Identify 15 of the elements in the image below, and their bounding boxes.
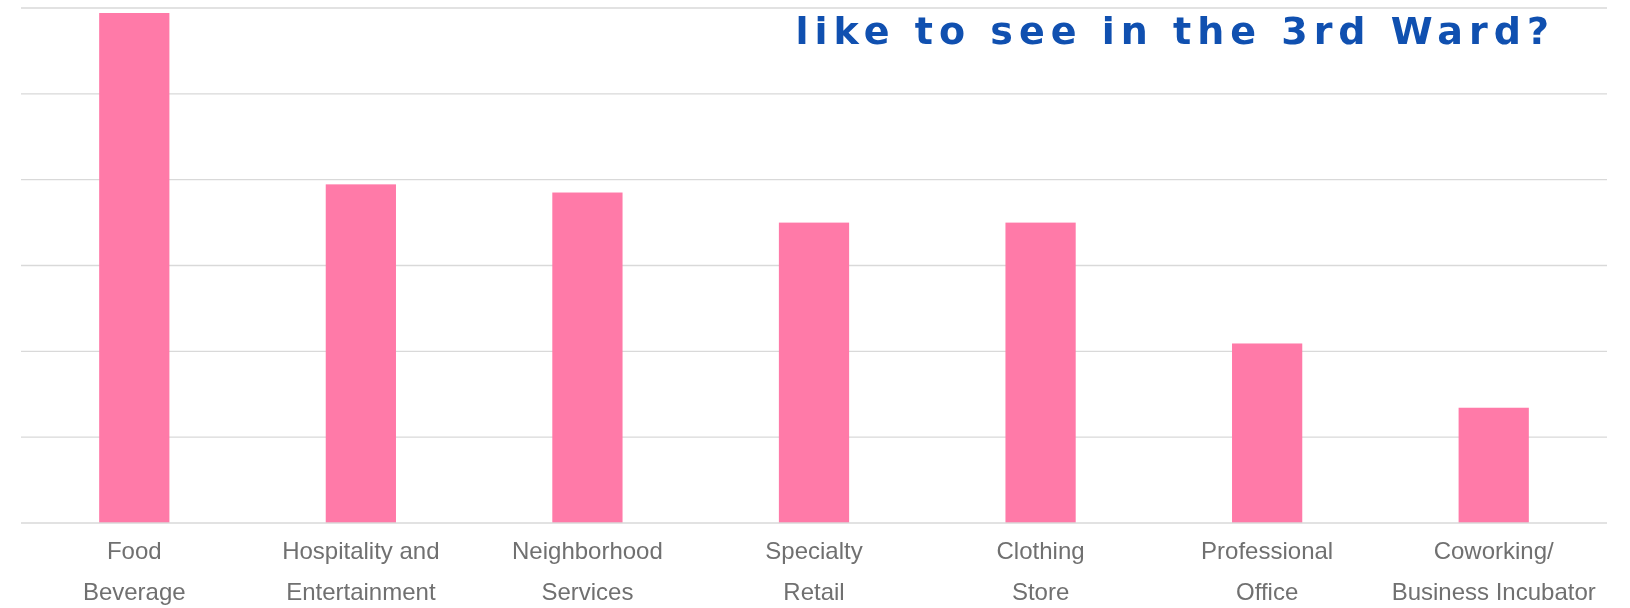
x-tick-label: Specialty Retail — [765, 537, 863, 605]
bar — [778, 222, 850, 523]
x-tick-label: Clothing Store — [996, 537, 1085, 605]
bar — [1232, 343, 1303, 523]
x-tick-label: Coworking/ Business Incubator — [1391, 537, 1596, 605]
bar — [1458, 407, 1529, 523]
chart-title: like to see in the 3rd Ward? — [795, 9, 1555, 53]
x-tick-label: Neighborhood Services — [512, 537, 663, 605]
x-tick-label: Hospitality and Entertainment — [282, 537, 440, 605]
bar — [99, 13, 170, 523]
x-tick-label: Food Beverage — [82, 537, 186, 605]
bar — [1005, 222, 1076, 523]
bar — [325, 184, 396, 523]
x-tick-label: Professional Office — [1201, 537, 1334, 605]
bar — [552, 192, 623, 523]
